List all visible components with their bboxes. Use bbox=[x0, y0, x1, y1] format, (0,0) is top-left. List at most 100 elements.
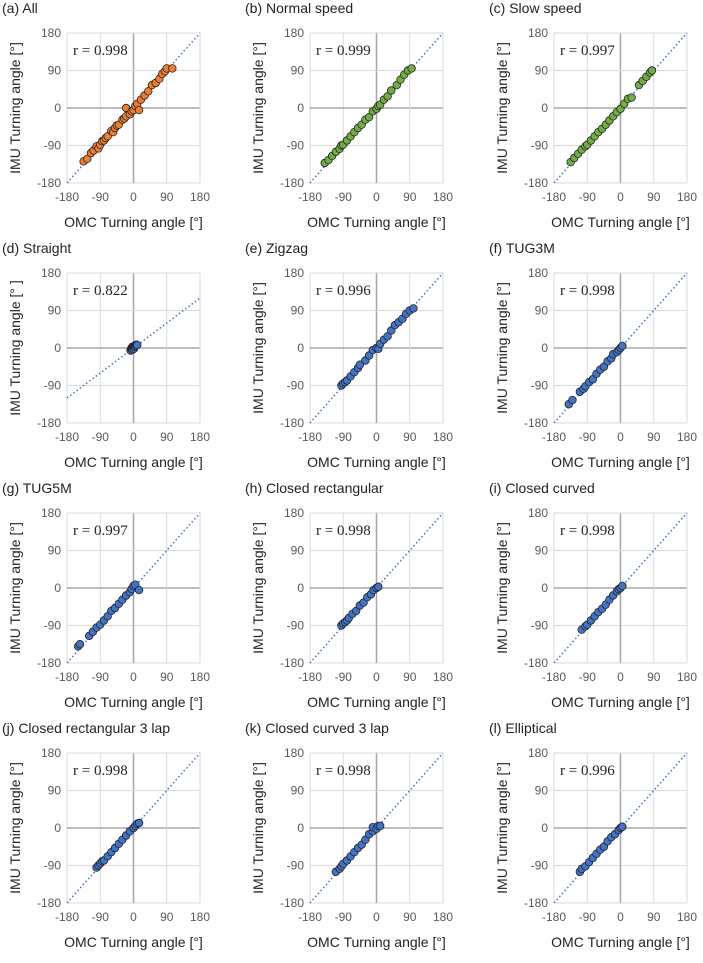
y-tick-label: 90 bbox=[48, 544, 62, 558]
panel-title: (i) Closed curved bbox=[489, 480, 595, 496]
scatter-plot: -180-180 -90 -90 0 0 90 90 180 180 r = 0.822 OMC T… bbox=[7, 266, 210, 470]
y-tick-label: 180 bbox=[528, 746, 548, 760]
x-tick-label: 180 bbox=[677, 670, 697, 684]
x-tick-label: 0 bbox=[373, 670, 380, 684]
x-tick-label: 0 bbox=[130, 190, 137, 204]
x-tick-label: -180 bbox=[298, 910, 322, 924]
y-axis-label: IMU Turning angle [°] bbox=[7, 762, 23, 894]
x-tick-label: -90 bbox=[579, 190, 597, 204]
scatter-plot: -180-180 -90 -90 0 0 90 90 180 180 r = 0.996 OMC T… bbox=[250, 266, 453, 470]
x-tick-label: 90 bbox=[647, 430, 661, 444]
y-tick-label: 90 bbox=[291, 64, 305, 78]
scatter-plot: -180-180 -90 -90 0 0 90 90 180 180 r = 0.998 OMC T… bbox=[494, 506, 697, 710]
panel-title: (a) All bbox=[2, 0, 38, 16]
y-tick-label: -90 bbox=[287, 379, 305, 393]
correlation-label: r = 0.997 bbox=[73, 523, 128, 539]
y-tick-label: 0 bbox=[54, 581, 61, 595]
panel-title: (c) Slow speed bbox=[489, 0, 582, 16]
y-tick-label: 90 bbox=[535, 544, 549, 558]
x-tick-label: 180 bbox=[677, 430, 697, 444]
scatter-panel: (g) TUG5M -180 -180 -90 -90 0 0 90 90 180 180 r = 0… bbox=[0, 480, 234, 720]
y-tick-label: 0 bbox=[297, 821, 304, 835]
x-tick-label: -180 bbox=[55, 430, 79, 444]
correlation-label: r = 0.998 bbox=[560, 283, 615, 299]
scatter-panel: (c) Slow speed -180 -180 -90 -90 0 0 90 90 180 180… bbox=[487, 0, 703, 240]
y-axis-label: IMU Turning angle [°] bbox=[494, 282, 510, 414]
data-point bbox=[75, 640, 85, 649]
x-tick-label: -180 bbox=[55, 190, 79, 204]
y-tick-label: 90 bbox=[535, 784, 549, 798]
scatter-panel: (e) Zigzag -180 -180 -90 -90 0 0 90 90 180 180 r = … bbox=[243, 240, 477, 480]
x-tick-label: 180 bbox=[433, 910, 453, 924]
data-point bbox=[134, 105, 144, 115]
y-tick-label: 0 bbox=[54, 821, 61, 835]
x-tick-label: 90 bbox=[403, 190, 417, 204]
data-point bbox=[383, 332, 392, 341]
x-tick-label: -90 bbox=[579, 670, 597, 684]
data-point bbox=[83, 154, 92, 164]
data-point bbox=[383, 92, 392, 101]
data-point bbox=[375, 821, 385, 831]
x-tick-label: -90 bbox=[579, 430, 597, 444]
scatter-plot: -180-180 -90 -90 0 0 90 90 180 180 r = 0.998 OMC T… bbox=[250, 506, 453, 710]
x-axis-label: OMC Turning angle [°] bbox=[551, 934, 690, 950]
x-tick-label: 90 bbox=[403, 430, 417, 444]
scatter-panel: (h) Closed rectangular -180 -180 -90 -90 0 0 90… bbox=[243, 480, 477, 720]
x-tick-label: -90 bbox=[335, 430, 353, 444]
y-tick-label: 0 bbox=[297, 101, 304, 115]
x-tick-label: -180 bbox=[542, 910, 566, 924]
y-tick-label: 90 bbox=[291, 304, 305, 318]
correlation-label: r = 0.998 bbox=[316, 763, 371, 779]
x-tick-label: 90 bbox=[403, 910, 417, 924]
scatter-plot: -180-180 -90 -90 0 0 90 90 180 180 r = 0.997 OMC T… bbox=[494, 26, 697, 230]
x-axis-label: OMC Turning angle [°] bbox=[551, 694, 690, 710]
data-point bbox=[568, 395, 577, 405]
data-point bbox=[618, 822, 627, 831]
x-tick-label: -90 bbox=[335, 910, 353, 924]
y-tick-label: -90 bbox=[287, 859, 305, 873]
y-tick-label: -90 bbox=[44, 859, 62, 873]
correlation-label: r = 0.822 bbox=[73, 283, 128, 299]
y-axis-label: IMU Turning angle [°] bbox=[250, 762, 266, 894]
x-axis-label: OMC Turning angle [°] bbox=[551, 214, 690, 230]
y-tick-label: -180 bbox=[524, 896, 548, 910]
data-point bbox=[134, 818, 144, 828]
y-tick-label: 90 bbox=[535, 64, 549, 78]
y-tick-label: 0 bbox=[541, 821, 548, 835]
panel-title: (h) Closed rectangular bbox=[245, 480, 384, 496]
y-tick-label: 180 bbox=[41, 26, 61, 40]
x-tick-label: 180 bbox=[190, 430, 210, 444]
y-tick-label: -180 bbox=[280, 416, 304, 430]
panel-title: (l) Elliptical bbox=[489, 720, 557, 736]
x-axis-label: OMC Turning angle [°] bbox=[307, 214, 446, 230]
panel-title: (k) Closed curved 3 lap bbox=[245, 720, 389, 736]
data-point bbox=[618, 581, 627, 591]
x-axis-label: OMC Turning angle [°] bbox=[551, 454, 690, 470]
y-tick-label: -90 bbox=[531, 379, 549, 393]
y-tick-label: 90 bbox=[48, 64, 62, 78]
x-axis-label: OMC Turning angle [°] bbox=[307, 454, 446, 470]
x-tick-label: 90 bbox=[160, 190, 174, 204]
y-tick-label: 180 bbox=[284, 266, 304, 280]
y-tick-label: 180 bbox=[528, 266, 548, 280]
y-tick-label: -90 bbox=[287, 619, 305, 633]
data-point bbox=[134, 585, 144, 595]
y-tick-label: 90 bbox=[535, 304, 549, 318]
scatter-plot: -180-180 -90 -90 0 0 90 90 180 180 r = 0.996 OMC T… bbox=[494, 746, 697, 950]
y-tick-label: 90 bbox=[48, 304, 62, 318]
y-tick-label: -90 bbox=[531, 619, 549, 633]
y-axis-label: IMU Turning angle [°] bbox=[494, 762, 510, 894]
x-tick-label: -90 bbox=[92, 910, 110, 924]
x-tick-label: 90 bbox=[160, 670, 174, 684]
y-tick-label: 0 bbox=[297, 581, 304, 595]
data-point bbox=[168, 64, 177, 73]
x-tick-label: 180 bbox=[190, 670, 210, 684]
x-tick-label: 180 bbox=[433, 670, 453, 684]
x-tick-label: -90 bbox=[92, 430, 110, 444]
x-tick-label: -90 bbox=[335, 190, 353, 204]
x-tick-label: 0 bbox=[130, 430, 137, 444]
x-tick-label: -180 bbox=[542, 430, 566, 444]
scatter-plot: -180-180 -90 -90 0 0 90 90 180 180 r = 0.998 OMC T… bbox=[7, 746, 210, 950]
y-tick-label: 180 bbox=[284, 26, 304, 40]
